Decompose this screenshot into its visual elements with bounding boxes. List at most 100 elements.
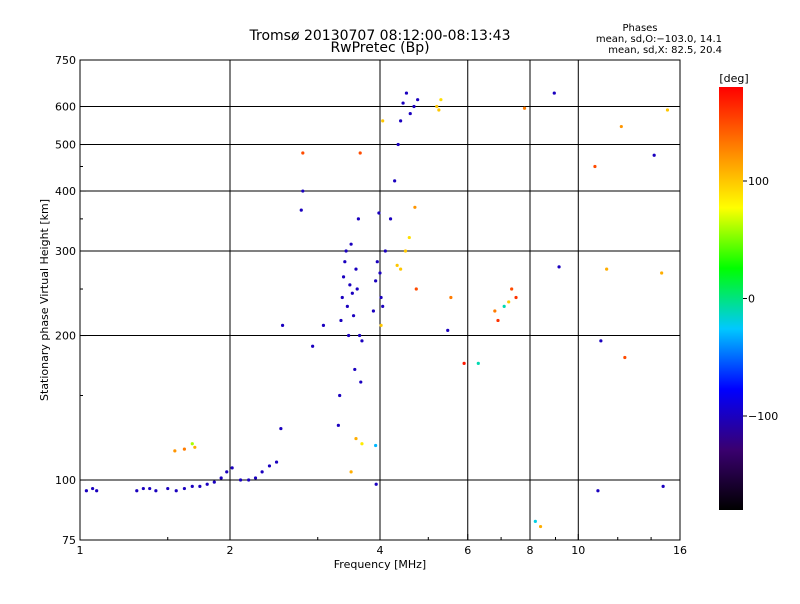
data-point <box>299 208 303 212</box>
data-point <box>311 344 315 348</box>
data-point <box>356 217 360 221</box>
data-point <box>404 91 409 95</box>
data-point <box>173 449 177 453</box>
phases-x-stats: mean, sd,X: 82.5, 20.4 <box>608 45 722 56</box>
data-point <box>401 101 405 105</box>
data-point <box>260 470 264 474</box>
data-point <box>230 466 234 470</box>
data-point <box>339 318 343 323</box>
data-point <box>280 323 285 327</box>
data-point <box>476 361 480 365</box>
data-point <box>375 260 379 264</box>
data-point <box>437 108 441 112</box>
data-point <box>351 314 356 318</box>
data-point <box>190 484 194 488</box>
data-point <box>416 98 420 102</box>
x-axis-label: Frequency [MHz] <box>334 558 426 571</box>
data-point <box>354 267 358 271</box>
data-point <box>174 489 178 493</box>
data-point <box>95 489 99 493</box>
data-point <box>359 380 363 384</box>
data-point <box>267 464 272 468</box>
data-point <box>347 333 351 338</box>
chart-subtitle: RwPretec (Bp) <box>330 40 429 56</box>
data-point <box>379 295 383 300</box>
data-point <box>301 189 305 193</box>
data-point <box>449 295 453 300</box>
data-point <box>182 486 186 491</box>
data-point <box>379 323 383 327</box>
data-point <box>522 106 527 110</box>
data-point <box>360 442 364 446</box>
data-point <box>652 153 656 157</box>
data-point <box>374 482 378 486</box>
y-tick-label: 300 <box>55 245 76 258</box>
data-point <box>301 151 305 155</box>
data-point <box>407 235 411 240</box>
data-point <box>399 119 403 123</box>
data-point <box>661 484 665 488</box>
data-point <box>403 249 408 253</box>
plot-area: 1 2 4 6 8 10 16 75 100 200 300 400 500 600 750 <box>55 54 687 557</box>
data-point <box>321 323 326 327</box>
data-point <box>593 164 597 169</box>
data-point <box>374 443 378 448</box>
phases-o-stats: mean, sd,O:−103.0, 14.1 <box>596 34 722 45</box>
data-point <box>154 489 158 493</box>
y-tick-label: 75 <box>62 534 76 547</box>
data-point <box>219 476 223 480</box>
data-point <box>514 295 518 300</box>
data-point <box>253 476 258 480</box>
data-point <box>238 478 243 482</box>
data-point <box>510 287 514 291</box>
data-point <box>462 361 466 365</box>
data-point <box>393 179 397 183</box>
data-point <box>414 287 418 291</box>
data-point <box>413 205 417 209</box>
y-tick-label: 750 <box>55 54 76 67</box>
x-tick-label: 8 <box>527 544 534 557</box>
data-point <box>345 304 349 309</box>
data-point <box>198 484 202 488</box>
data-point <box>84 489 88 493</box>
data-point <box>350 291 354 295</box>
colorbar-ticks: 100 0 −100 <box>743 175 778 423</box>
data-point <box>274 460 279 464</box>
x-tick-label: 10 <box>571 544 585 557</box>
data-point <box>665 108 670 112</box>
data-point <box>343 260 347 264</box>
data-point <box>381 119 385 123</box>
x-tick-label: 1 <box>77 544 84 557</box>
data-point <box>408 111 412 116</box>
data-point <box>338 393 342 398</box>
data-point <box>623 355 627 360</box>
data-point <box>435 104 439 109</box>
phases-heading: Phases <box>622 23 657 34</box>
data-point <box>348 283 352 287</box>
y-tick-label: 200 <box>55 330 76 343</box>
data-point <box>412 104 416 109</box>
data-point <box>354 436 358 441</box>
data-point <box>212 480 216 484</box>
data-point <box>344 249 348 253</box>
data-point <box>533 519 537 523</box>
data-point <box>148 486 152 491</box>
x-tick-label: 16 <box>673 544 687 557</box>
data-point <box>605 267 609 271</box>
data-point <box>378 271 382 275</box>
chart-title: Tromsø 20130707 08:12:00-08:13:43 <box>249 28 511 44</box>
data-point <box>205 482 209 486</box>
data-point <box>225 470 229 474</box>
data-point <box>279 426 283 431</box>
data-point <box>383 249 387 253</box>
data-point <box>552 91 556 95</box>
colorbar-tick-label: −100 <box>748 410 778 423</box>
x-tick-label: 4 <box>377 544 384 557</box>
y-axis-label: Stationary phase Virtual Height [km] <box>38 199 51 401</box>
colorbar-tick-label: 100 <box>748 175 769 188</box>
data-point <box>358 151 362 155</box>
data-point <box>357 333 362 338</box>
data-point <box>446 328 450 332</box>
y-tick-label: 100 <box>55 474 76 487</box>
